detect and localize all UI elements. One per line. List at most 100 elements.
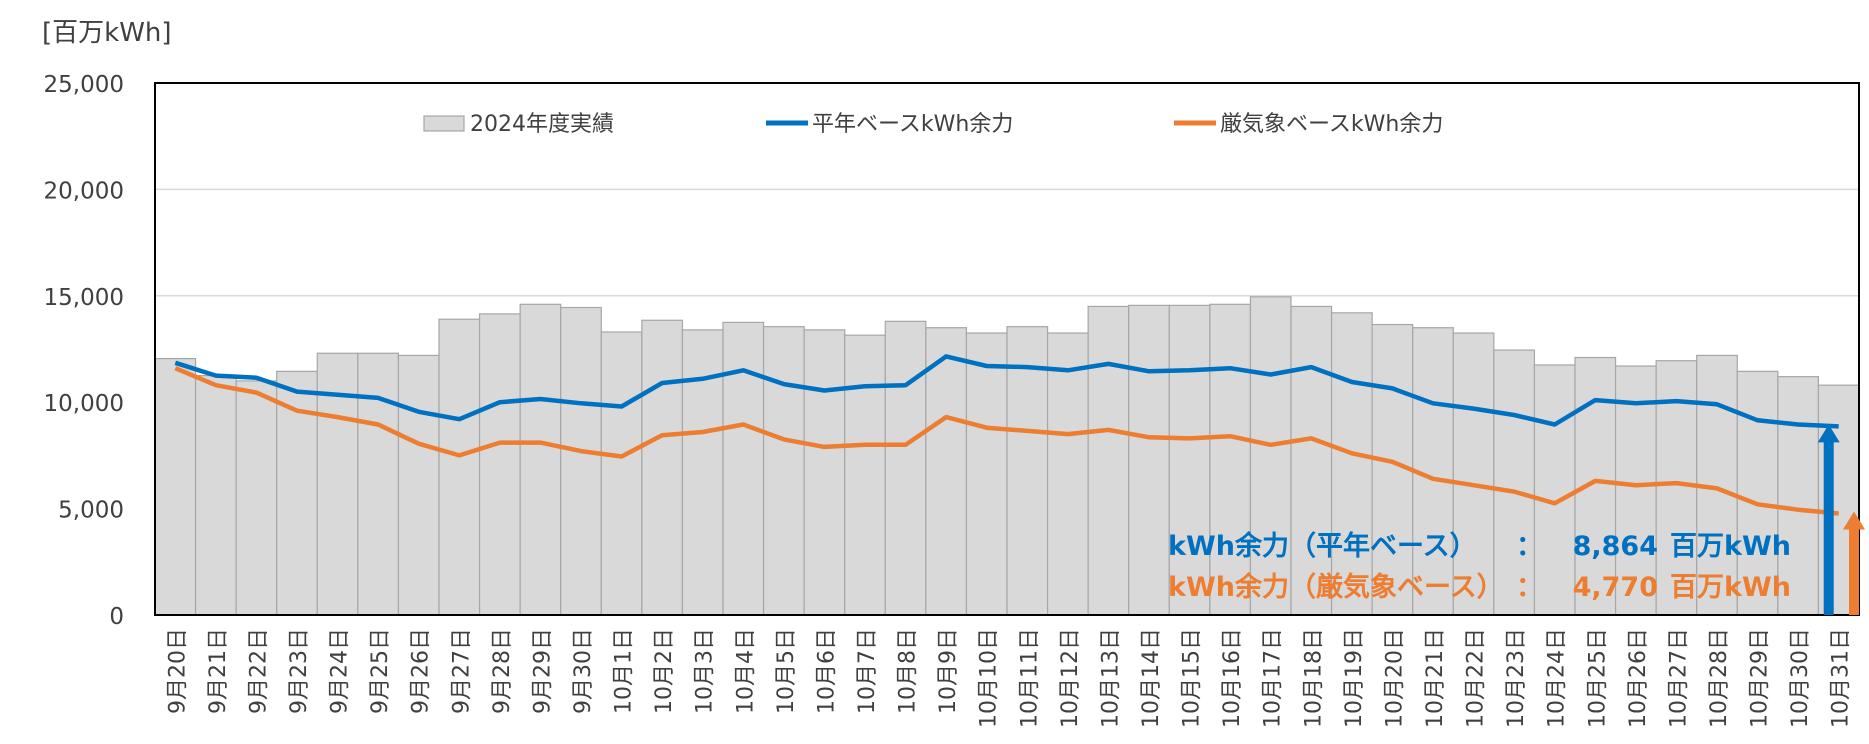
bar — [1087, 305, 1130, 616]
x-tick-label: 10月2日 — [652, 628, 677, 714]
x-tick-label: 9月27日 — [449, 628, 474, 714]
arrow-head — [1843, 511, 1865, 530]
x-tick-label: 10月24日 — [1545, 628, 1570, 728]
bar — [1209, 303, 1252, 616]
x-tick-label: 10月11日 — [1017, 628, 1042, 728]
y-tick-label: 5,000 — [58, 498, 124, 524]
plot-frame — [154, 82, 1860, 616]
bar — [478, 313, 521, 616]
annotation-colon: ： — [1516, 572, 1543, 603]
bar — [438, 318, 481, 616]
bar — [803, 329, 846, 616]
x-tick-label: 9月29日 — [530, 628, 555, 714]
bar — [722, 321, 765, 616]
x-tick-label: 10月18日 — [1301, 628, 1326, 728]
x-tick-label: 10月22日 — [1464, 628, 1489, 728]
bar — [1128, 304, 1170, 616]
x-tick-label: 10月21日 — [1423, 628, 1448, 728]
bar — [1046, 332, 1089, 616]
annotation-unit: 百万kWh — [1670, 531, 1791, 562]
x-tick-label: 10月8日 — [896, 628, 921, 714]
bar — [884, 320, 927, 616]
x-tick-label: 10月20日 — [1382, 628, 1407, 728]
bar — [1168, 304, 1211, 616]
bar — [1249, 296, 1292, 616]
y-tick-label: 0 — [109, 604, 124, 630]
bar — [1493, 349, 1536, 616]
bar — [357, 352, 400, 616]
x-tick-label: 10月16日 — [1220, 628, 1245, 728]
bar — [154, 357, 197, 616]
x-tick-label: 10月30日 — [1788, 628, 1813, 728]
x-tick-label: 10月5日 — [774, 628, 799, 714]
x-tick-label: 10月29日 — [1748, 628, 1773, 728]
annotation-label: kWh余力（平年ベース） — [1168, 530, 1477, 562]
x-tick-label: 10月12日 — [1058, 628, 1083, 728]
bar — [560, 306, 602, 616]
annotation-value: 4,770 — [1573, 572, 1658, 603]
legend-label: 厳気象ベースkWh余力 — [1220, 112, 1443, 137]
x-tick-label: 10月10日 — [977, 628, 1002, 728]
x-tick-label: 10月19日 — [1342, 628, 1367, 728]
legend-label: 平年ベースkWh余力 — [812, 112, 1013, 137]
x-tick-label: 10月26日 — [1626, 628, 1651, 728]
x-tick-label: 10月14日 — [1139, 628, 1164, 728]
bar — [762, 326, 805, 616]
x-tick-label: 9月20日 — [165, 628, 190, 714]
x-tick-label: 9月24日 — [328, 628, 353, 714]
x-tick-label: 10月1日 — [612, 628, 637, 714]
annotation-unit: 百万kWh — [1670, 572, 1791, 603]
x-tick-label: 9月28日 — [490, 628, 515, 714]
bar — [276, 370, 318, 616]
legend-swatch-bar — [423, 115, 465, 132]
bar — [1290, 305, 1333, 616]
x-tick-label: 9月21日 — [206, 628, 231, 714]
series-line-2 — [174, 366, 1839, 516]
bar — [194, 375, 237, 616]
x-tick-label: 10月28日 — [1707, 628, 1732, 728]
annotation-label: kWh余力（厳気象ベース） — [1168, 571, 1504, 603]
x-tick-label: 10月23日 — [1504, 628, 1529, 728]
x-tick-label: 10月3日 — [693, 628, 718, 714]
bar — [965, 332, 1008, 616]
y-tick-label: 15,000 — [44, 285, 124, 311]
bar — [844, 334, 886, 616]
x-tick-label: 9月26日 — [409, 628, 434, 714]
bar — [1006, 326, 1049, 616]
bar — [1736, 370, 1779, 616]
bar — [1777, 376, 1820, 616]
bar — [1330, 312, 1373, 616]
x-tick-label: 9月23日 — [287, 628, 312, 714]
x-tick-label: 10月15日 — [1180, 628, 1205, 728]
x-tick-label: 10月13日 — [1098, 628, 1123, 728]
bar — [641, 319, 684, 616]
bar — [235, 380, 278, 616]
arrow-head — [1817, 424, 1840, 443]
x-tick-label: 10月4日 — [733, 628, 758, 714]
x-tick-label: 9月30日 — [571, 628, 596, 714]
x-tick-label: 10月17日 — [1261, 628, 1286, 728]
bar — [925, 327, 968, 616]
annotation-value: 8,864 — [1573, 531, 1658, 562]
bar — [397, 354, 440, 616]
x-tick-label: 10月25日 — [1585, 628, 1610, 728]
bar — [681, 329, 724, 616]
y-tick-label: 20,000 — [44, 178, 124, 204]
y-tick-label: 25,000 — [44, 72, 124, 98]
annotation-colon: ： — [1516, 531, 1543, 562]
arrow-shaft — [1823, 440, 1834, 615]
y-tick-label: 10,000 — [44, 391, 124, 417]
x-tick-label: 10月27日 — [1666, 628, 1691, 728]
x-tick-label: 10月9日 — [936, 628, 961, 714]
x-tick-label: 10月31日 — [1829, 628, 1854, 728]
x-tick-label: 10月6日 — [814, 628, 839, 714]
x-tick-label: 9月25日 — [368, 628, 393, 714]
y-axis-unit-label: [百万kWh] — [42, 18, 172, 48]
arrow-shaft — [1849, 527, 1859, 615]
series-line-1 — [174, 354, 1839, 429]
x-tick-label: 10月7日 — [855, 628, 880, 714]
legend-label: 2024年度実績 — [470, 112, 614, 137]
bar — [1452, 332, 1495, 616]
x-tick-label: 9月22日 — [246, 628, 271, 714]
